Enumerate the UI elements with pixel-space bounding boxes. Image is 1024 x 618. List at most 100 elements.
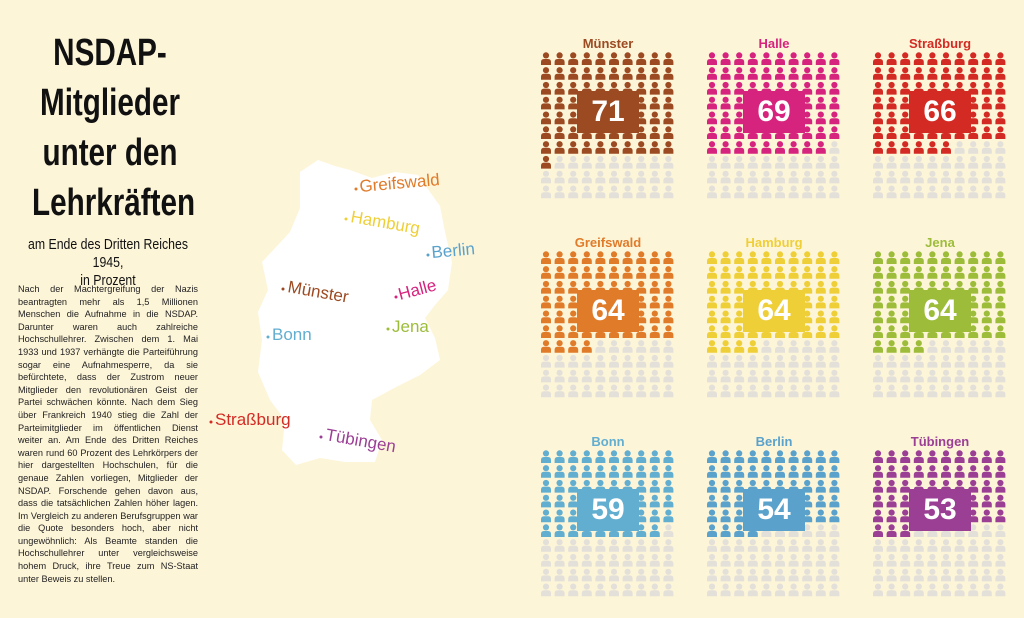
icon-body [581,575,592,582]
icon-head [983,52,990,59]
icon-body [663,376,674,383]
icon-head [749,155,756,163]
icon-body [707,103,717,110]
icon-head [804,126,811,133]
icon-head [874,67,882,74]
icon-head [983,494,990,501]
icon-head [722,524,729,531]
icon-head [831,340,838,347]
icon-head [722,354,729,362]
icon-head [556,310,563,317]
icon-body [636,545,647,552]
icon-body [595,545,606,552]
icon-body [707,575,717,582]
icon-body [663,545,674,552]
icon-head [776,354,784,362]
icon-head [831,494,838,501]
icon-head [902,539,909,546]
icon-body [541,560,551,567]
icon-head [970,494,977,501]
icon-body [720,486,731,493]
icon-body [995,376,1006,383]
icon-body [609,332,619,338]
icon-head [610,340,618,347]
icon-body [595,531,606,537]
icon-head [902,81,909,89]
icon-body [954,162,965,169]
icon-head [983,111,990,118]
icon-head [665,111,672,118]
icon-head [929,81,936,89]
icon-body [886,147,897,154]
icon-body [622,545,633,552]
icon-body [609,192,619,199]
icon-body [886,501,897,508]
icon-head [570,553,577,561]
icon-body [581,272,592,279]
icon-head [804,251,811,258]
icon-body [829,486,840,493]
icon-body [968,346,979,353]
icon-body [886,258,897,264]
icon-head [804,539,811,546]
icon-head [708,81,716,89]
icon-head [763,465,770,472]
icon-head [556,465,563,472]
icon-body [761,332,772,338]
icon-body [802,545,813,552]
icon-body [541,192,551,199]
icon-body [622,391,633,398]
icon-head [638,568,645,575]
icon-body [886,376,897,383]
icon-head [874,155,882,163]
icon-body [913,376,924,383]
icon-body [568,486,579,493]
icon-head [736,141,743,148]
icon-body [541,258,551,264]
icon-head [542,325,550,332]
icon-body [927,332,938,338]
icon-head [708,52,716,59]
icon-head [665,465,672,472]
icon-body [609,147,619,154]
waffle [707,52,840,199]
icon-head [970,295,977,302]
icon-body [707,59,717,65]
icon-body [707,376,717,383]
icon-body [913,59,924,65]
icon-body [941,73,951,80]
icon-head [665,96,672,103]
icon-body [829,73,840,80]
icon-head [817,185,824,192]
icon-head [665,67,672,74]
icon-body [720,516,731,523]
icon-body [900,501,911,508]
icon-body [554,516,565,523]
icon-head [874,465,882,472]
icon-head [790,155,797,163]
icon-body [663,346,674,353]
icon-head [722,126,729,133]
icon-head [817,251,824,258]
icon-head [624,539,631,546]
icon-body [981,73,992,80]
icon-body [981,287,992,294]
icon-head [817,67,824,74]
icon-head [736,295,743,302]
icon-body [913,575,924,582]
icon-head [776,553,784,561]
icon-body [707,317,717,324]
icon-head [624,251,631,258]
icon-head [556,524,563,531]
icon-body [554,317,565,324]
icon-head [722,310,729,317]
icon-body [981,88,992,95]
icon-body [734,287,745,294]
icon-body [636,147,647,154]
icon-body [900,516,911,523]
icon-head [970,52,977,59]
icon-head [776,155,784,163]
map-dot [281,287,285,291]
icon-body [707,545,717,552]
icon-head [888,295,895,302]
